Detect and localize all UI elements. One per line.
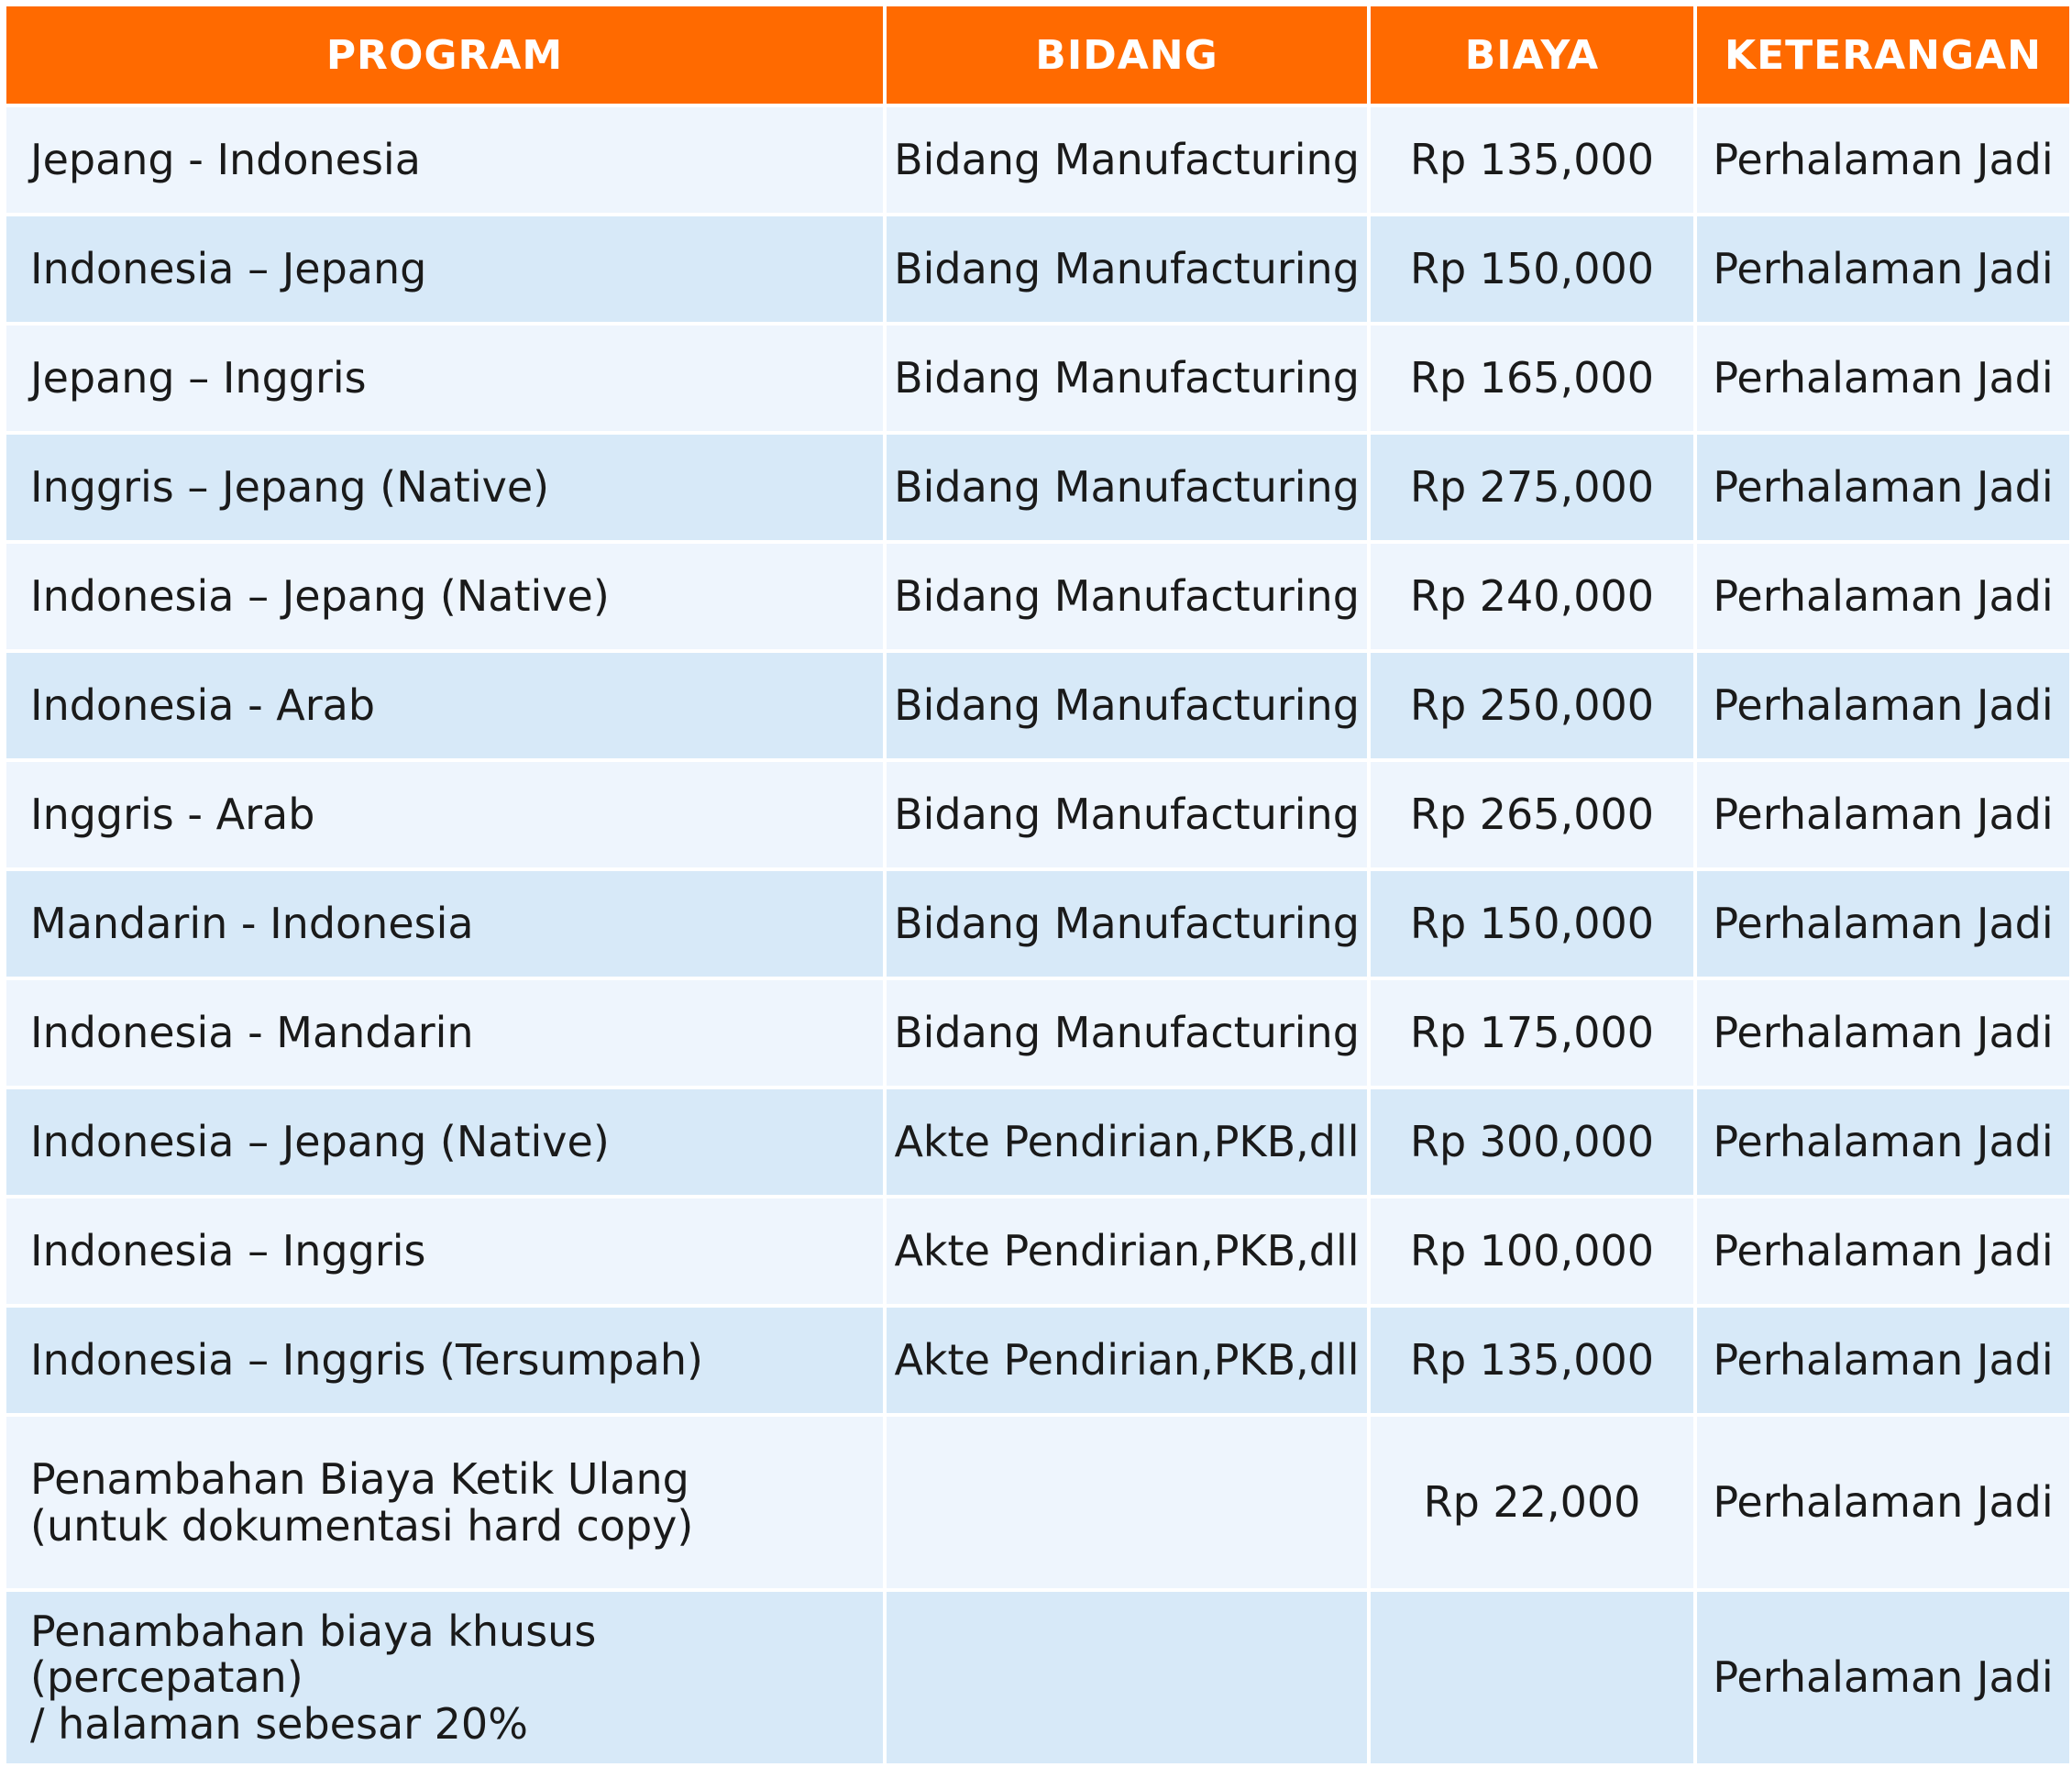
cell-bidang: Bidang Manufacturing bbox=[883, 540, 1371, 653]
cell-program: Indonesia – Jepang (Native) bbox=[3, 1086, 887, 1198]
cell-biaya: Rp 165,000 bbox=[1367, 322, 1697, 435]
cell-keterangan: Perhalaman Jadi bbox=[1693, 431, 2072, 544]
table-row: Jepang – Inggris Bidang Manufacturing Rp… bbox=[3, 322, 2072, 435]
header-row: PROGRAM BIDANG BIAYA KETERANGAN bbox=[3, 3, 2072, 107]
table-row: Indonesia - Arab Bidang Manufacturing Rp… bbox=[3, 649, 2072, 762]
cell-keterangan: Perhalaman Jadi bbox=[1693, 867, 2072, 980]
cell-bidang bbox=[883, 1588, 1371, 1767]
cell-biaya: Rp 250,000 bbox=[1367, 649, 1697, 762]
cell-biaya: Rp 275,000 bbox=[1367, 431, 1697, 544]
cell-biaya: Rp 135,000 bbox=[1367, 104, 1697, 216]
table-row: Indonesia – Inggris (Tersumpah) Akte Pen… bbox=[3, 1304, 2072, 1417]
cell-keterangan: Perhalaman Jadi bbox=[1693, 649, 2072, 762]
header-biaya: BIAYA bbox=[1367, 3, 1697, 107]
cell-bidang: Akte Pendirian,PKB,dll bbox=[883, 1195, 1371, 1308]
cell-biaya: Rp 300,000 bbox=[1367, 1086, 1697, 1198]
cell-bidang: Bidang Manufacturing bbox=[883, 867, 1371, 980]
cell-biaya: Rp 135,000 bbox=[1367, 1304, 1697, 1417]
cell-program: Indonesia - Mandarin bbox=[3, 977, 887, 1089]
cell-program: Indonesia - Arab bbox=[3, 649, 887, 762]
cell-bidang: Akte Pendirian,PKB,dll bbox=[883, 1086, 1371, 1198]
cell-biaya: Rp 100,000 bbox=[1367, 1195, 1697, 1308]
cell-bidang: Bidang Manufacturing bbox=[883, 977, 1371, 1089]
table-row: Indonesia – Jepang (Native) Bidang Manuf… bbox=[3, 540, 2072, 653]
cell-program: Mandarin - Indonesia bbox=[3, 867, 887, 980]
cell-program: Inggris - Arab bbox=[3, 758, 887, 871]
cell-keterangan: Perhalaman Jadi bbox=[1693, 1086, 2072, 1198]
header-bidang: BIDANG bbox=[883, 3, 1371, 107]
cell-keterangan: Perhalaman Jadi bbox=[1693, 977, 2072, 1089]
cell-program: Indonesia – Inggris (Tersumpah) bbox=[3, 1304, 887, 1417]
cell-keterangan: Perhalaman Jadi bbox=[1693, 1588, 2072, 1767]
table-row: Indonesia – Jepang Bidang Manufacturing … bbox=[3, 213, 2072, 326]
cell-biaya: Rp 240,000 bbox=[1367, 540, 1697, 653]
cell-keterangan: Perhalaman Jadi bbox=[1693, 1304, 2072, 1417]
cell-bidang: Bidang Manufacturing bbox=[883, 649, 1371, 762]
cell-biaya: Rp 22,000 bbox=[1367, 1413, 1697, 1592]
cell-bidang: Bidang Manufacturing bbox=[883, 213, 1371, 326]
cell-biaya: Rp 150,000 bbox=[1367, 867, 1697, 980]
cell-bidang: Bidang Manufacturing bbox=[883, 322, 1371, 435]
table-row: Penambahan Biaya Ketik Ulang (untuk doku… bbox=[3, 1413, 2072, 1592]
price-table: PROGRAM BIDANG BIAYA KETERANGAN Jepang -… bbox=[3, 3, 2072, 1767]
cell-program: Indonesia – Jepang (Native) bbox=[3, 540, 887, 653]
table-row: Indonesia – Jepang (Native) Akte Pendiri… bbox=[3, 1086, 2072, 1198]
cell-keterangan: Perhalaman Jadi bbox=[1693, 1195, 2072, 1308]
table-row: Mandarin - Indonesia Bidang Manufacturin… bbox=[3, 867, 2072, 980]
header-keterangan: KETERANGAN bbox=[1693, 3, 2072, 107]
cell-bidang bbox=[883, 1413, 1371, 1592]
cell-keterangan: Perhalaman Jadi bbox=[1693, 1413, 2072, 1592]
cell-bidang: Bidang Manufacturing bbox=[883, 758, 1371, 871]
cell-keterangan: Perhalaman Jadi bbox=[1693, 322, 2072, 435]
table-row: Indonesia – Inggris Akte Pendirian,PKB,d… bbox=[3, 1195, 2072, 1308]
table-row: Indonesia - Mandarin Bidang Manufacturin… bbox=[3, 977, 2072, 1089]
cell-keterangan: Perhalaman Jadi bbox=[1693, 213, 2072, 326]
cell-program: Penambahan biaya khusus (percepatan) / h… bbox=[3, 1588, 887, 1767]
table-row: Jepang - Indonesia Bidang Manufacturing … bbox=[3, 104, 2072, 216]
cell-biaya: Rp 265,000 bbox=[1367, 758, 1697, 871]
cell-program: Inggris – Jepang (Native) bbox=[3, 431, 887, 544]
cell-program: Indonesia – Inggris bbox=[3, 1195, 887, 1308]
cell-program: Jepang – Inggris bbox=[3, 322, 887, 435]
cell-keterangan: Perhalaman Jadi bbox=[1693, 104, 2072, 216]
cell-program: Indonesia – Jepang bbox=[3, 213, 887, 326]
header-program: PROGRAM bbox=[3, 3, 887, 107]
cell-bidang: Bidang Manufacturing bbox=[883, 431, 1371, 544]
table-row: Inggris - Arab Bidang Manufacturing Rp 2… bbox=[3, 758, 2072, 871]
cell-program: Jepang - Indonesia bbox=[3, 104, 887, 216]
cell-biaya bbox=[1367, 1588, 1697, 1767]
cell-biaya: Rp 150,000 bbox=[1367, 213, 1697, 326]
table-row: Inggris – Jepang (Native) Bidang Manufac… bbox=[3, 431, 2072, 544]
cell-keterangan: Perhalaman Jadi bbox=[1693, 540, 2072, 653]
cell-program: Penambahan Biaya Ketik Ulang (untuk doku… bbox=[3, 1413, 887, 1592]
cell-bidang: Bidang Manufacturing bbox=[883, 104, 1371, 216]
cell-bidang: Akte Pendirian,PKB,dll bbox=[883, 1304, 1371, 1417]
cell-biaya: Rp 175,000 bbox=[1367, 977, 1697, 1089]
table-row: Penambahan biaya khusus (percepatan) / h… bbox=[3, 1588, 2072, 1767]
cell-keterangan: Perhalaman Jadi bbox=[1693, 758, 2072, 871]
